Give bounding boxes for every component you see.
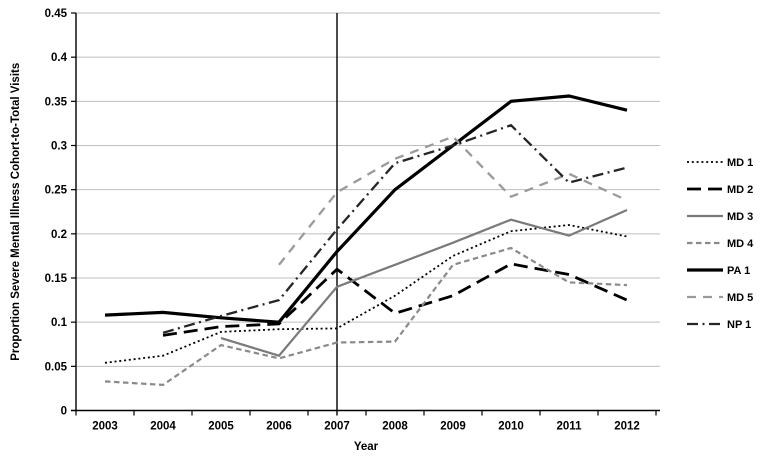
y-tick-label: 0.45 [45,8,68,20]
legend-label: PA 1 [727,265,750,277]
x-tick-label: 2008 [382,421,408,433]
y-tick-label: 0.3 [51,141,67,153]
x-tick-label: 2007 [324,421,350,433]
legend-entry: NP 1 [687,319,751,331]
legend-label: MD 3 [727,211,753,223]
x-tick-label: 2011 [557,421,583,433]
y-tick-label: 0.25 [45,185,68,197]
y-tick-label: 0.2 [51,229,67,241]
series-line-pa-1 [104,94,628,324]
y-tick-label: 0.35 [45,96,68,108]
x-tick-label: 2003 [92,421,118,433]
legend: MD 1 MD 2 MD 3 MD 4 PA 1 MD 5 NP 1 [687,157,754,331]
x-axis-label: Year [354,441,379,453]
y-tick-label: 0.1 [51,317,68,329]
legend-entry: MD 4 [687,238,754,250]
x-tick-label: 2006 [266,421,292,433]
y-tick-label: 0.05 [45,361,68,373]
series-line-md-3 [220,208,628,357]
x-tick-label: 2012 [614,421,640,433]
legend-label: MD 4 [727,238,754,250]
legend-label: NP 1 [727,319,751,331]
legend-label: MD 2 [727,184,753,196]
x-tick-label: 2009 [440,421,466,433]
legend-entry: MD 5 [687,292,753,304]
legend-entry: MD 3 [687,211,753,223]
legend-entry: MD 2 [687,184,753,196]
series-line-md-4 [104,246,628,387]
legend-entry: PA 1 [687,265,750,277]
x-tick-label: 2010 [498,421,524,433]
x-tick-label: 2005 [208,421,234,433]
y-tick-label: 0.15 [45,273,68,285]
y-tick-label: 0.4 [51,52,68,64]
x-tick-label: 2004 [150,421,176,433]
y-axis-label: Proportion Severe Mental Illness Cohort-… [10,63,22,361]
y-tick-label: 0 [61,406,67,418]
legend-entry: MD 1 [687,157,753,169]
legend-label: MD 1 [727,157,753,169]
legend-label: MD 5 [727,292,753,304]
